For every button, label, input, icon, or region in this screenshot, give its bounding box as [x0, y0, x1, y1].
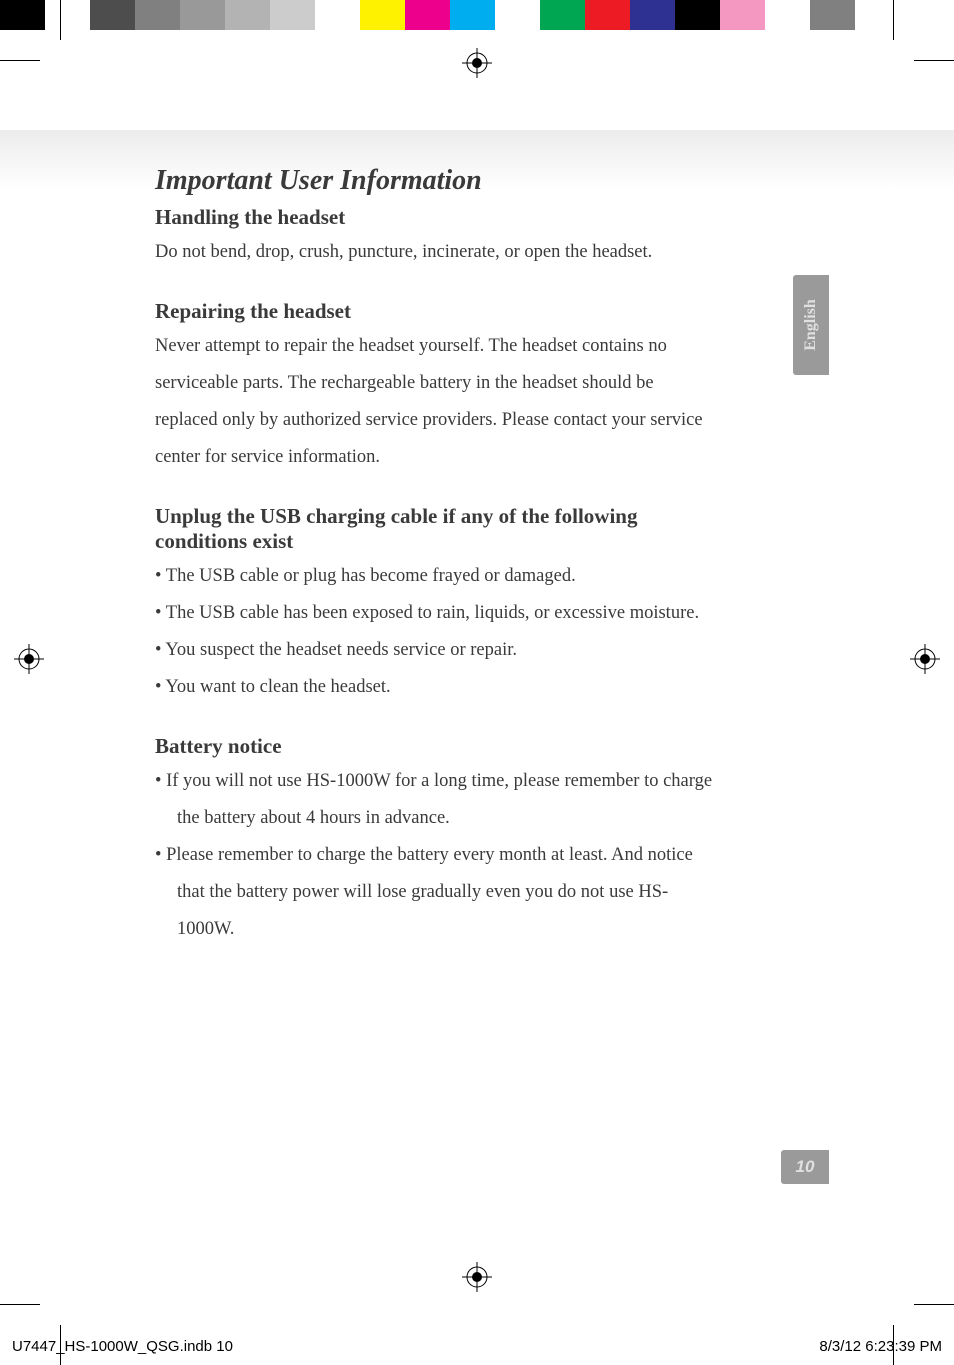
color-swatch — [135, 0, 180, 30]
section-heading: Repairing the headset — [155, 299, 715, 324]
color-swatch — [315, 0, 360, 30]
color-swatch — [405, 0, 450, 30]
color-swatch — [495, 0, 540, 30]
color-swatch — [810, 0, 855, 30]
page-title: Important User Information — [155, 165, 715, 197]
color-swatch — [360, 0, 405, 30]
footer-filename: U7447_HS-1000W_QSG.indb 10 — [12, 1338, 233, 1355]
language-tab: English — [793, 275, 829, 375]
list-item: The USB cable has been exposed to rain, … — [155, 595, 715, 632]
color-swatch — [720, 0, 765, 30]
color-swatch — [270, 0, 315, 30]
color-swatch — [225, 0, 270, 30]
registration-mark-top — [462, 48, 492, 78]
section-heading: Unplug the USB charging cable if any of … — [155, 504, 715, 554]
list-item: The USB cable or plug has become frayed … — [155, 558, 715, 595]
color-swatch — [540, 0, 585, 30]
list-item: If you will not use HS-1000W for a long … — [155, 763, 715, 837]
registration-mark-bottom — [462, 1262, 492, 1292]
color-swatch — [45, 0, 90, 30]
list-item: You want to clean the headset. — [155, 669, 715, 706]
section-body: Never attempt to repair the headset your… — [155, 328, 715, 476]
print-footer: U7447_HS-1000W_QSG.indb 10 8/3/12 6:23:3… — [0, 1338, 954, 1355]
color-swatch — [180, 0, 225, 30]
section-unplug: Unplug the USB charging cable if any of … — [155, 504, 715, 706]
color-swatch — [90, 0, 135, 30]
list-item: You suspect the headset needs service or… — [155, 632, 715, 669]
crop-mark — [0, 1304, 40, 1305]
page-content: Important User Information Handling the … — [155, 165, 715, 976]
page-number-tab: 10 — [781, 1150, 829, 1184]
crop-mark — [60, 0, 61, 40]
crop-mark — [914, 1304, 954, 1305]
color-swatch — [450, 0, 495, 30]
color-swatch — [630, 0, 675, 30]
section-handling: Handling the headset Do not bend, drop, … — [155, 205, 715, 271]
section-heading: Handling the headset — [155, 205, 715, 230]
print-color-bar — [0, 0, 954, 30]
color-swatch — [900, 0, 945, 30]
section-heading: Battery notice — [155, 734, 715, 759]
color-swatch — [765, 0, 810, 30]
page-number: 10 — [796, 1157, 815, 1177]
color-swatch — [585, 0, 630, 30]
section-repairing: Repairing the headset Never attempt to r… — [155, 299, 715, 476]
language-tab-label: English — [802, 299, 820, 351]
section-body: Do not bend, drop, crush, puncture, inci… — [155, 234, 715, 271]
list-item: Please remember to charge the battery ev… — [155, 837, 715, 948]
section-battery: Battery notice If you will not use HS-10… — [155, 734, 715, 948]
color-swatch — [0, 0, 45, 30]
crop-mark — [0, 60, 40, 61]
footer-timestamp: 8/3/12 6:23:39 PM — [819, 1338, 942, 1355]
crop-mark — [914, 60, 954, 61]
bullet-list: If you will not use HS-1000W for a long … — [155, 763, 715, 948]
crop-mark — [893, 0, 894, 40]
bullet-list: The USB cable or plug has become frayed … — [155, 558, 715, 706]
color-swatch — [675, 0, 720, 30]
registration-mark-left — [14, 644, 44, 674]
registration-mark-right — [910, 644, 940, 674]
